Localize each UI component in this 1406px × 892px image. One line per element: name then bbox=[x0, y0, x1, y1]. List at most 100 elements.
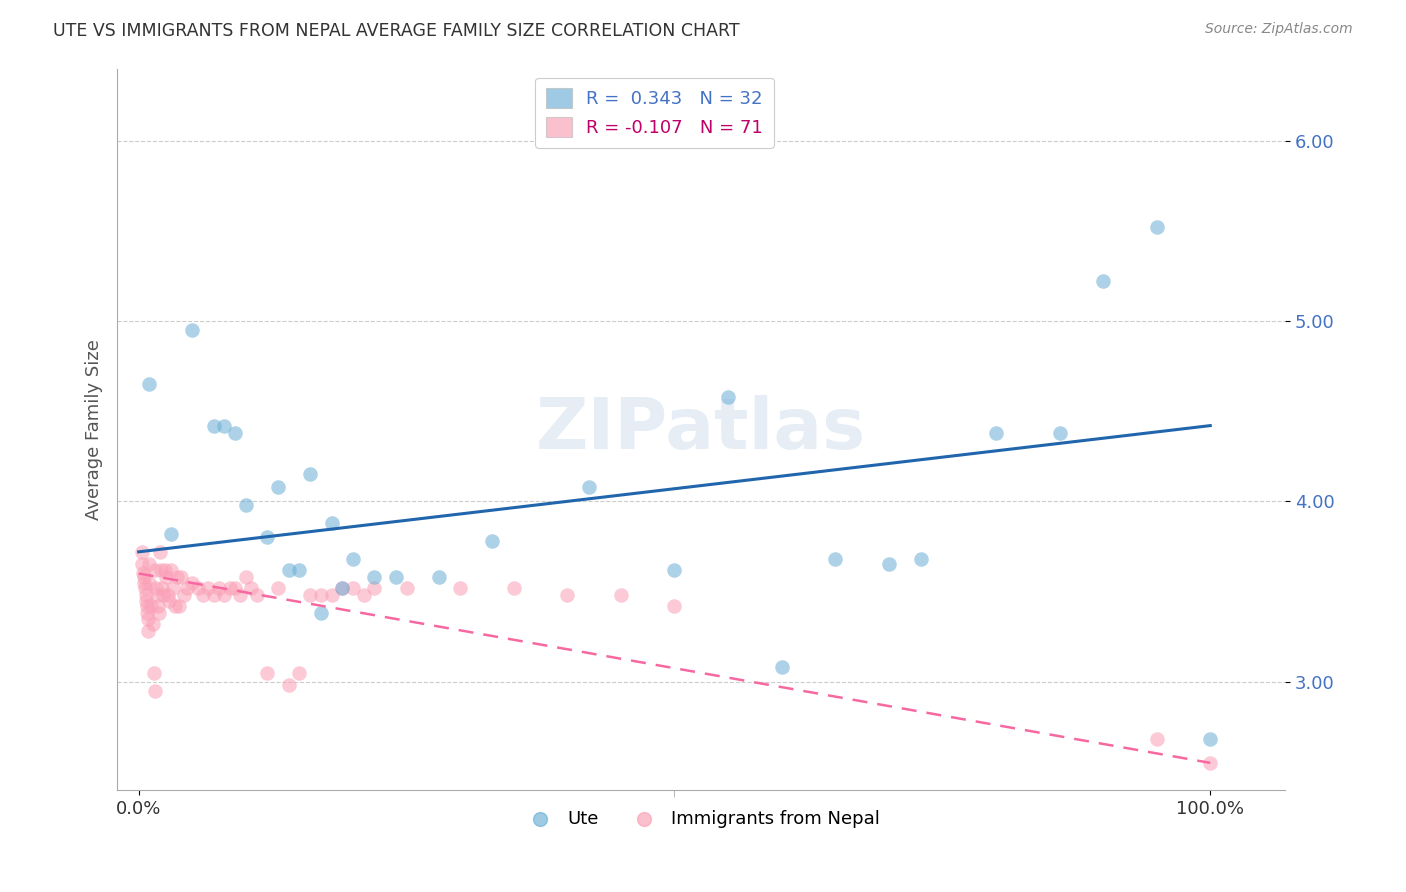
Point bbox=[135, 588, 157, 602]
Point bbox=[235, 498, 257, 512]
Point bbox=[187, 581, 209, 595]
Point bbox=[502, 581, 524, 595]
Point bbox=[181, 323, 204, 337]
Point bbox=[142, 617, 165, 632]
Point bbox=[256, 530, 278, 544]
Text: UTE VS IMMIGRANTS FROM NEPAL AVERAGE FAMILY SIZE CORRELATION CHART: UTE VS IMMIGRANTS FROM NEPAL AVERAGE FAM… bbox=[53, 22, 740, 40]
Point bbox=[155, 563, 177, 577]
Point bbox=[353, 588, 375, 602]
Point bbox=[148, 606, 170, 620]
Point bbox=[299, 467, 322, 482]
Point bbox=[1146, 220, 1168, 235]
Point bbox=[150, 581, 173, 595]
Point bbox=[229, 588, 252, 602]
Point bbox=[146, 599, 169, 613]
Point bbox=[159, 526, 181, 541]
Point bbox=[202, 588, 225, 602]
Point bbox=[309, 606, 332, 620]
Point bbox=[145, 581, 167, 595]
Point bbox=[132, 575, 155, 590]
Point bbox=[363, 581, 385, 595]
Point bbox=[1199, 732, 1222, 747]
Point bbox=[165, 599, 187, 613]
Point bbox=[132, 566, 155, 581]
Point bbox=[717, 390, 740, 404]
Point bbox=[157, 593, 180, 607]
Point bbox=[288, 665, 311, 680]
Point bbox=[218, 581, 240, 595]
Point bbox=[245, 588, 267, 602]
Point bbox=[136, 599, 159, 613]
Point bbox=[664, 563, 686, 577]
Point bbox=[555, 588, 578, 602]
Point bbox=[138, 575, 160, 590]
Point bbox=[143, 683, 166, 698]
Point bbox=[150, 563, 173, 577]
Point bbox=[427, 570, 450, 584]
Point bbox=[1146, 732, 1168, 747]
Point bbox=[342, 552, 364, 566]
Text: ZIPatlas: ZIPatlas bbox=[536, 395, 866, 464]
Point bbox=[181, 575, 204, 590]
Point bbox=[824, 552, 846, 566]
Point bbox=[143, 563, 166, 577]
Y-axis label: Average Family Size: Average Family Size bbox=[86, 339, 103, 520]
Point bbox=[321, 516, 343, 530]
Point bbox=[321, 588, 343, 602]
Point bbox=[138, 558, 160, 572]
Point bbox=[138, 377, 160, 392]
Point bbox=[202, 418, 225, 433]
Point bbox=[224, 425, 246, 440]
Point bbox=[984, 425, 1007, 440]
Point bbox=[134, 581, 156, 595]
Point bbox=[481, 534, 503, 549]
Point bbox=[330, 581, 353, 595]
Point bbox=[214, 588, 236, 602]
Point bbox=[256, 665, 278, 680]
Point bbox=[191, 588, 214, 602]
Point bbox=[267, 480, 290, 494]
Point bbox=[170, 570, 193, 584]
Point bbox=[136, 606, 159, 620]
Point bbox=[136, 611, 159, 625]
Point bbox=[395, 581, 418, 595]
Point bbox=[152, 588, 174, 602]
Point bbox=[173, 588, 195, 602]
Point bbox=[1049, 425, 1071, 440]
Point bbox=[132, 570, 155, 584]
Point bbox=[235, 570, 257, 584]
Point bbox=[142, 665, 165, 680]
Point bbox=[664, 599, 686, 613]
Point bbox=[146, 588, 169, 602]
Point bbox=[240, 581, 263, 595]
Point bbox=[277, 678, 299, 692]
Point bbox=[277, 563, 299, 577]
Point bbox=[449, 581, 471, 595]
Point bbox=[267, 581, 290, 595]
Point bbox=[224, 581, 246, 595]
Point bbox=[610, 588, 633, 602]
Point bbox=[770, 660, 793, 674]
Point bbox=[131, 558, 153, 572]
Point bbox=[197, 581, 219, 595]
Text: Source: ZipAtlas.com: Source: ZipAtlas.com bbox=[1205, 22, 1353, 37]
Point bbox=[342, 581, 364, 595]
Point bbox=[1199, 756, 1222, 770]
Point bbox=[363, 570, 385, 584]
Point bbox=[330, 581, 353, 595]
Point bbox=[309, 588, 332, 602]
Point bbox=[156, 588, 179, 602]
Point bbox=[1092, 274, 1115, 288]
Point bbox=[135, 593, 157, 607]
Legend: Ute, Immigrants from Nepal: Ute, Immigrants from Nepal bbox=[515, 803, 887, 835]
Point bbox=[385, 570, 408, 584]
Point bbox=[149, 545, 172, 559]
Point bbox=[299, 588, 322, 602]
Point bbox=[208, 581, 231, 595]
Point bbox=[141, 599, 163, 613]
Point bbox=[288, 563, 311, 577]
Point bbox=[159, 563, 181, 577]
Point bbox=[578, 480, 600, 494]
Point bbox=[162, 581, 184, 595]
Point bbox=[877, 558, 900, 572]
